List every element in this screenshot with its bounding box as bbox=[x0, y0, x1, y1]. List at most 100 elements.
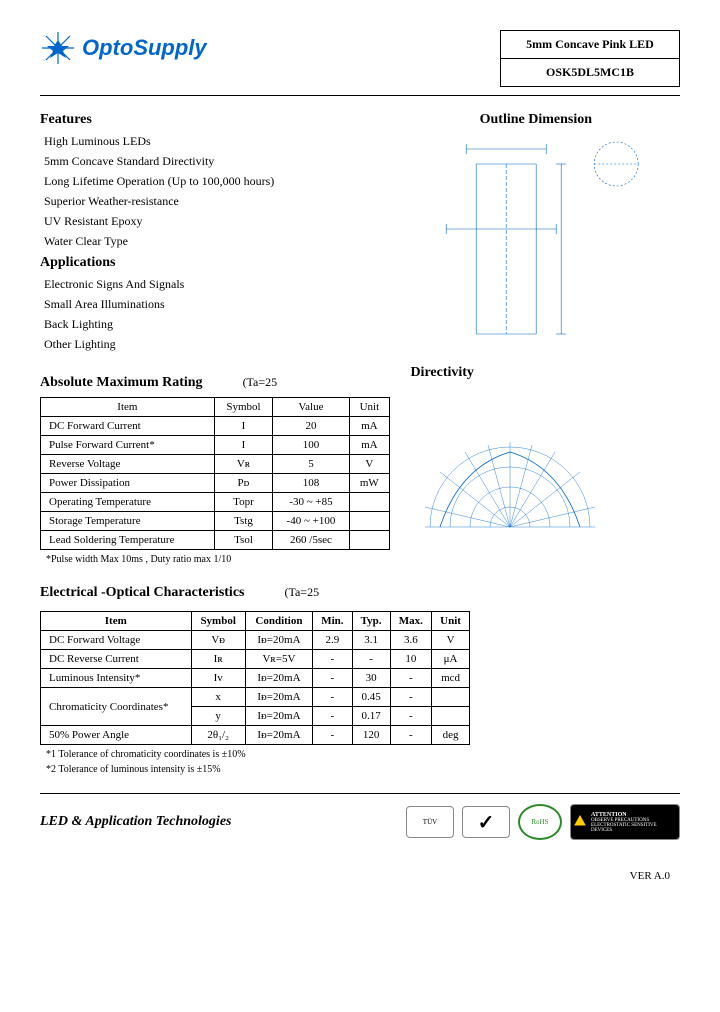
table-cell: 2.9 bbox=[313, 631, 353, 650]
table-cell: Power Dissipation bbox=[41, 474, 215, 493]
table-cell: mA bbox=[349, 436, 389, 455]
title-box: 5mm Concave Pink LED OSK5DL5MC1B bbox=[500, 30, 680, 87]
col-symbol: Symbol bbox=[191, 612, 245, 631]
check-icon: ✓ bbox=[462, 806, 510, 838]
brand-name: OptoSupply bbox=[82, 35, 207, 61]
application-item: Back Lighting bbox=[44, 317, 372, 332]
table-row: DC Reverse CurrentIʀVʀ=5V--10μA bbox=[41, 650, 470, 669]
table-cell: Tstg bbox=[214, 512, 272, 531]
table-cell: mA bbox=[349, 417, 389, 436]
table-cell: Iᴆ=20mA bbox=[245, 688, 312, 707]
table-cell: 10 bbox=[390, 650, 432, 669]
application-item: Other Lighting bbox=[44, 337, 372, 352]
table-cell: 5 bbox=[273, 455, 349, 474]
ratings-row: Absolute Maximum Rating (Ta=25 Item Symb… bbox=[40, 359, 680, 569]
table-cell: Iᴆ=20mA bbox=[245, 631, 312, 650]
application-item: Small Area Illuminations bbox=[44, 297, 372, 312]
table-cell: 120 bbox=[352, 726, 390, 745]
table-cell: Topr bbox=[214, 493, 272, 512]
table-cell: 260 /5sec bbox=[273, 531, 349, 550]
table-cell: 30 bbox=[352, 669, 390, 688]
table-row: Power DissipationPᴅ108mW bbox=[41, 474, 390, 493]
table-cell: - bbox=[390, 669, 432, 688]
table-cell: Lead Soldering Temperature bbox=[41, 531, 215, 550]
abs-max-note: *Pulse width Max 10ms , Duty ratio max 1… bbox=[46, 554, 390, 565]
table-row: Reverse VoltageVʀ5V bbox=[41, 455, 390, 474]
directivity-title: Directivity bbox=[410, 365, 680, 381]
table-cell: Luminous Intensity* bbox=[41, 669, 192, 688]
table-cell: V bbox=[432, 631, 470, 650]
feature-item: 5mm Concave Standard Directivity bbox=[44, 154, 372, 169]
table-cell: Storage Temperature bbox=[41, 512, 215, 531]
table-row: Pulse Forward Current*I100mA bbox=[41, 436, 390, 455]
table-cell: Iv bbox=[191, 669, 245, 688]
col-symbol: Symbol bbox=[214, 398, 272, 417]
product-title: 5mm Concave Pink LED bbox=[501, 31, 679, 59]
feature-item: Long Lifetime Operation (Up to 100,000 h… bbox=[44, 174, 372, 189]
table-cell: 0.45 bbox=[352, 688, 390, 707]
col-value: Value bbox=[273, 398, 349, 417]
eo-title: Electrical -Optical Characteristics bbox=[40, 585, 244, 601]
table-cell: Pᴅ bbox=[214, 474, 272, 493]
table-cell: mcd bbox=[432, 669, 470, 688]
header: OptoSupply 5mm Concave Pink LED OSK5DL5M… bbox=[40, 30, 680, 87]
table-header-row: Item Symbol Condition Min. Typ. Max. Uni… bbox=[41, 612, 470, 631]
abs-max-ta: (Ta=25 bbox=[243, 375, 278, 390]
table-cell: 50% Power Angle bbox=[41, 726, 192, 745]
table-cell: Iᴆ=20mA bbox=[245, 707, 312, 726]
esd-sub: OBSERVE PRECAUTIONS ELECTROSTATIC SENSIT… bbox=[591, 818, 677, 833]
table-row: Storage TemperatureTstg-40 ~ +100 bbox=[41, 512, 390, 531]
eo-note: *1 Tolerance of chromaticity coordinates… bbox=[46, 749, 680, 760]
feature-item: UV Resistant Epoxy bbox=[44, 214, 372, 229]
table-cell bbox=[349, 493, 389, 512]
abs-max-header: Absolute Maximum Rating (Ta=25 bbox=[40, 369, 390, 397]
table-cell: x bbox=[191, 688, 245, 707]
table-cell bbox=[349, 531, 389, 550]
logo: OptoSupply bbox=[40, 30, 207, 66]
footer: LED & Application Technologies TÜV ✓ RoH… bbox=[40, 793, 680, 840]
features-outline-row: Features High Luminous LEDs 5mm Concave … bbox=[40, 106, 680, 359]
star-icon bbox=[40, 30, 76, 66]
datasheet-page: OptoSupply 5mm Concave Pink LED OSK5DL5M… bbox=[0, 0, 720, 902]
table-cell: DC Reverse Current bbox=[41, 650, 192, 669]
table-cell: - bbox=[313, 669, 353, 688]
outline-col: Outline Dimension bbox=[392, 106, 680, 359]
table-cell: - bbox=[313, 650, 353, 669]
col-item: Item bbox=[41, 398, 215, 417]
feature-item: High Luminous LEDs bbox=[44, 134, 372, 149]
table-cell: Pulse Forward Current* bbox=[41, 436, 215, 455]
feature-item: Water Clear Type bbox=[44, 234, 372, 249]
col-item: Item bbox=[41, 612, 192, 631]
table-cell: - bbox=[313, 707, 353, 726]
table-cell: μA bbox=[432, 650, 470, 669]
table-cell: Vʀ=5V bbox=[245, 650, 312, 669]
table-cell: -30 ~ +85 bbox=[273, 493, 349, 512]
col-unit: Unit bbox=[349, 398, 389, 417]
table-cell: - bbox=[313, 688, 353, 707]
version: VER A.0 bbox=[40, 870, 680, 882]
feature-item: Superior Weather-resistance bbox=[44, 194, 372, 209]
eo-ta: (Ta=25 bbox=[284, 585, 319, 600]
table-row: DC Forward VoltageVᴆIᴆ=20mA2.93.13.6V bbox=[41, 631, 470, 650]
table-cell bbox=[432, 688, 470, 707]
table-cell: Vʀ bbox=[214, 455, 272, 474]
col-unit: Unit bbox=[432, 612, 470, 631]
divider bbox=[40, 95, 680, 96]
table-cell: Iᴆ=20mA bbox=[245, 669, 312, 688]
abs-max-title: Absolute Maximum Rating bbox=[40, 375, 203, 391]
applications-title: Applications bbox=[40, 255, 372, 271]
application-item: Electronic Signs And Signals bbox=[44, 277, 372, 292]
col-typ: Typ. bbox=[352, 612, 390, 631]
table-cell: 20 bbox=[273, 417, 349, 436]
table-cell: 3.1 bbox=[352, 631, 390, 650]
features-col: Features High Luminous LEDs 5mm Concave … bbox=[40, 106, 372, 359]
table-cell: 100 bbox=[273, 436, 349, 455]
table-row: Operating TemperatureTopr-30 ~ +85 bbox=[41, 493, 390, 512]
table-cell: Operating Temperature bbox=[41, 493, 215, 512]
table-row: DC Forward CurrentI20mA bbox=[41, 417, 390, 436]
table-cell bbox=[349, 512, 389, 531]
eo-header: Electrical -Optical Characteristics (Ta=… bbox=[40, 579, 680, 607]
table-cell: I bbox=[214, 417, 272, 436]
table-cell: - bbox=[352, 650, 390, 669]
table-cell: 3.6 bbox=[390, 631, 432, 650]
